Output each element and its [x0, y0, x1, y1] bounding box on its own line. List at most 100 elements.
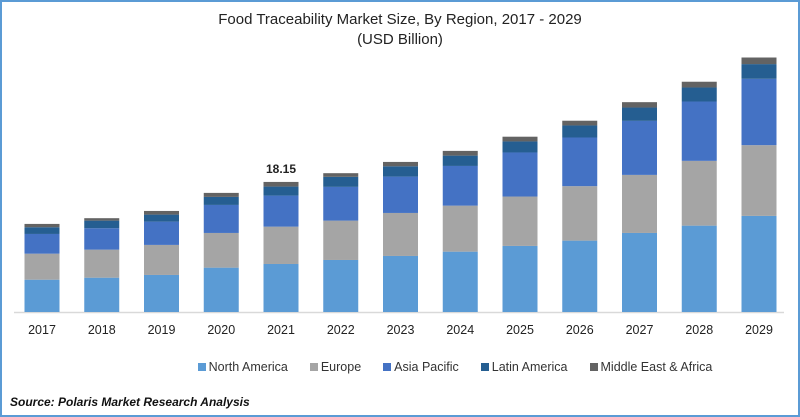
x-tick-label: 2023 [387, 323, 415, 337]
bar-segment-2028-latin-america [681, 87, 717, 102]
legend: North America Europe Asia Pacific Latin Ame… [2, 360, 798, 374]
bar-segment-2017-asia-pacific [24, 233, 60, 254]
bar-segment-2024-middle-east-africa [442, 150, 478, 156]
chart-title: Food Traceability Market Size, By Region… [218, 11, 582, 28]
bar-segment-2025-asia-pacific [502, 152, 538, 197]
bar-segment-2022-europe [323, 220, 359, 260]
bar-segment-2022-north-america [323, 259, 359, 312]
bar-segment-2025-north-america [502, 245, 538, 312]
bar-segment-2023-asia-pacific [383, 176, 418, 213]
bar-segment-2017-europe [24, 253, 60, 280]
bar-segment-2022-middle-east-africa [323, 173, 359, 177]
x-tick-label: 2028 [685, 323, 713, 337]
legend-label: Latin America [491, 360, 568, 374]
bar-segment-2027-latin-america [622, 107, 657, 121]
bar-segment-2024-europe [442, 205, 478, 252]
legend-swatch [589, 363, 598, 371]
legend-label: Europe [320, 360, 362, 374]
bar-segment-2025-europe [502, 196, 538, 246]
bar-segment-2028-north-america [681, 225, 717, 312]
bar-segment-2026-middle-east-africa [562, 120, 598, 126]
bar-segment-2029-europe [741, 145, 777, 216]
bar-segment-2020-middle-east-africa [203, 192, 239, 197]
legend-item: North America [197, 360, 288, 374]
bar-segment-2020-europe [203, 232, 239, 268]
x-tick-label: 2022 [327, 323, 355, 337]
x-tick-label: 2025 [506, 323, 534, 337]
bar-segment-2025-middle-east-africa [502, 136, 538, 142]
bar-segment-2019-latin-america [144, 214, 179, 222]
x-tick-label: 2024 [446, 323, 474, 337]
bar-segment-2022-asia-pacific [323, 186, 359, 221]
bar-segment-2023-latin-america [383, 166, 418, 177]
x-tick-label: 2027 [626, 323, 654, 337]
x-tick-label: 2021 [267, 323, 295, 337]
chart-title-block: Food Traceability Market Size, By Region… [2, 10, 798, 50]
bar-segment-2018-europe [84, 249, 120, 278]
legend-item: Asia Pacific [383, 360, 459, 374]
legend-label: Asia Pacific [394, 360, 459, 374]
data-label: 18.15 [266, 162, 296, 176]
bar-segment-2017-north-america [24, 279, 60, 312]
chart-subtitle: (USD Billion) [357, 31, 443, 48]
bar-segment-2020-asia-pacific [203, 204, 239, 233]
bar-segment-2021-europe [263, 226, 299, 264]
bar-segment-2018-latin-america [84, 220, 120, 229]
bar-segment-2020-north-america [203, 267, 239, 312]
x-tick-label: 2029 [745, 323, 773, 337]
source-note: Source: Polaris Market Research Analysis [10, 395, 250, 409]
bar-segment-2021-north-america [263, 263, 299, 312]
bar-segment-2027-asia-pacific [622, 120, 657, 175]
bar-segment-2023-north-america [383, 255, 418, 312]
bar-segment-2029-north-america [741, 215, 777, 312]
bar-segment-2029-latin-america [741, 64, 777, 79]
bar-segment-2018-middle-east-africa [84, 218, 120, 221]
bar-segment-2017-latin-america [24, 227, 60, 234]
bar-segment-2019-asia-pacific [144, 221, 179, 245]
bar-segment-2026-latin-america [562, 125, 598, 138]
bar-segment-2028-europe [681, 160, 717, 226]
bar-segment-2017-middle-east-africa [24, 223, 60, 228]
stacked-bar-chart: 2017 2018 2019 2020 2021 18.15 2022 2023 2024 202… [14, 57, 784, 337]
x-tick-label: 2018 [88, 323, 116, 337]
bar-segment-2027-north-america [622, 232, 657, 312]
legend-label: Middle East & Africa [600, 360, 713, 374]
bar-segment-2027-middle-east-africa [622, 102, 657, 108]
bar-segment-2024-asia-pacific [442, 165, 478, 206]
legend-item: Middle East & Africa [589, 360, 713, 374]
bar-segment-2018-asia-pacific [84, 228, 120, 250]
bar-segment-2019-north-america [144, 274, 179, 312]
bar-segment-2026-europe [562, 186, 598, 241]
bar-segment-2021-asia-pacific [263, 195, 299, 227]
bar-segment-2028-asia-pacific [681, 101, 717, 161]
bar-segment-2023-europe [383, 212, 418, 256]
bar-segment-2026-north-america [562, 240, 598, 312]
bar-segment-2018-north-america [84, 277, 120, 312]
bar-segment-2025-latin-america [502, 141, 538, 153]
x-tick-label: 2026 [566, 323, 594, 337]
legend-swatch [383, 363, 392, 371]
bar-segment-2029-asia-pacific [741, 78, 777, 146]
legend-swatch [197, 363, 206, 371]
bar-segment-2026-asia-pacific [562, 137, 598, 187]
bar-segment-2020-latin-america [203, 196, 239, 205]
bar-segment-2022-latin-america [323, 176, 359, 187]
bar-segment-2028-middle-east-africa [681, 81, 717, 88]
x-tick-label: 2017 [28, 323, 56, 337]
legend-swatch [480, 363, 489, 371]
legend-item: Latin America [480, 360, 568, 374]
legend-swatch [309, 363, 318, 371]
x-tick-label: 2020 [207, 323, 235, 337]
bar-segment-2021-latin-america [263, 186, 299, 196]
x-tick-label: 2019 [148, 323, 176, 337]
bar-segment-2019-europe [144, 244, 179, 275]
bar-segment-2019-middle-east-africa [144, 210, 179, 215]
bar-segment-2027-europe [622, 174, 657, 233]
legend-label: North America [208, 360, 288, 374]
bar-segment-2029-middle-east-africa [741, 57, 777, 65]
bar-segment-2021-middle-east-africa [263, 181, 299, 187]
bar-segment-2024-latin-america [442, 155, 478, 166]
bar-segment-2024-north-america [442, 251, 478, 312]
bar-segment-2023-middle-east-africa [383, 161, 418, 167]
